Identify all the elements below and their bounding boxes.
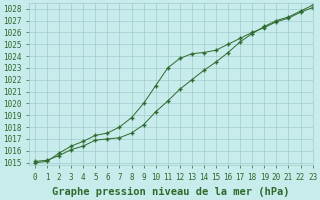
X-axis label: Graphe pression niveau de la mer (hPa): Graphe pression niveau de la mer (hPa) (52, 187, 290, 197)
